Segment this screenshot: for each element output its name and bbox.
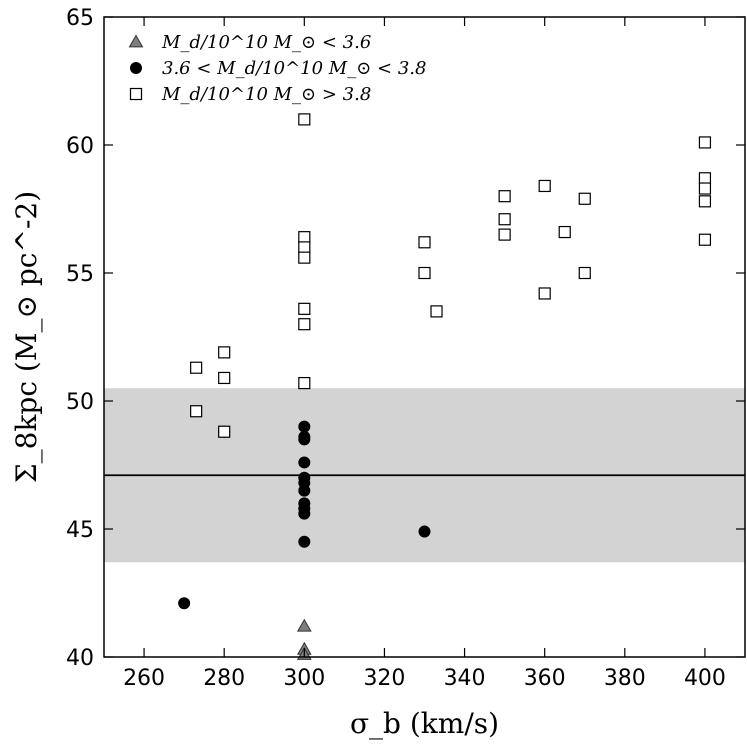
data-point-square [418,266,431,280]
data-point-square [418,236,431,249]
data-point-circle [298,507,311,520]
data-point-square [698,136,712,149]
data-point-circle [298,420,311,433]
data-point-circle [418,525,431,538]
data-point-square [498,190,511,203]
data-point-square [698,233,712,246]
data-point-circle [298,456,311,469]
data-points-layer [178,113,712,660]
data-point-square [698,182,712,195]
data-point-square [218,346,231,359]
x-tick-label: 340 [444,666,486,691]
y-axis-label: Σ_8kpc (M_⊙ pc^-2) [10,191,43,483]
legend-label: M_d/10^10 M_⊙ < 3.6 [161,32,371,53]
x-tick-label: 260 [123,666,165,691]
y-tick-label: 60 [66,134,94,159]
data-point-square [498,213,511,226]
data-point-square [298,318,311,331]
x-tick-label: 400 [684,666,726,691]
legend: M_d/10^10 M_⊙ < 3.6 3.6 < M_d/10^10 M_⊙ <… [128,32,426,105]
data-point-square [430,305,443,318]
data-point-square [578,192,591,205]
data-point-square [218,371,231,385]
data-point-square [298,113,311,126]
data-point-square [578,266,591,280]
x-tick-label: 280 [203,666,245,691]
y-tick-label: 55 [66,262,94,287]
data-point-square [298,231,311,244]
plot-frame [103,16,746,658]
legend-marker-triangle [128,34,144,48]
data-point-square [498,228,511,241]
legend-marker-circle [130,62,142,74]
x-axis-label: σ_b (km/s) [350,707,499,740]
data-point-square [698,195,712,208]
x-tick-label: 360 [524,666,566,691]
axes-layer [103,16,746,658]
data-point-square [218,425,231,438]
data-point-triangle [296,618,312,632]
y-tick-label: 45 [66,518,94,543]
y-tick-label: 65 [66,6,94,31]
x-tick-label: 380 [604,666,646,691]
data-point-square [190,361,203,374]
data-point-square [698,172,712,185]
data-point-square [538,179,551,193]
ticks-layer: 260 280 300 320 340 360 380 400 40 45 50 55 60 65 [66,6,745,691]
data-point-circle [178,597,191,610]
data-point-circle [298,484,311,497]
data-point-square [298,302,311,315]
legend-label: 3.6 < M_d/10^10 M_⊙ < 3.8 [162,58,426,79]
legend-label: M_d/10^10 M_⊙ > 3.8 [161,84,371,105]
data-point-square [538,287,551,300]
data-point-square [298,376,311,390]
x-tick-label: 320 [363,666,405,691]
legend-marker-square [129,87,143,101]
y-tick-label: 40 [66,646,94,671]
data-point-square [298,251,311,264]
x-tick-label: 300 [283,666,325,691]
data-point-square [190,405,203,418]
data-point-square [558,225,571,239]
data-point-circle [298,433,311,446]
data-point-circle [298,535,311,548]
data-point-square [298,241,311,254]
y-tick-label: 50 [66,390,94,415]
